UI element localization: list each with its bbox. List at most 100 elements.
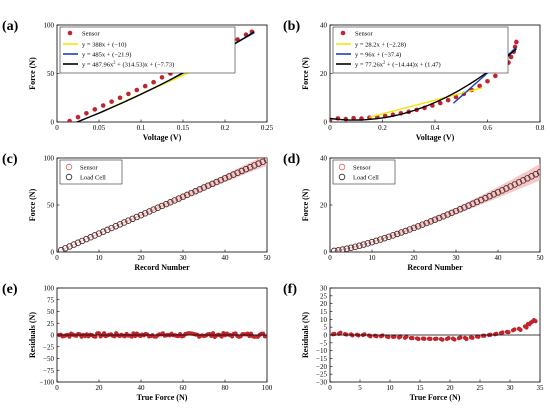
data-point (445, 97, 451, 103)
loadcell-point (91, 232, 99, 239)
legend-marker (338, 173, 346, 181)
data-point (453, 94, 459, 100)
data-point (514, 39, 519, 45)
loadcell-point (427, 218, 434, 225)
legend-label: y = 96x + (−37.4) (355, 52, 401, 59)
x-tick-label: 40 (138, 384, 146, 392)
x-tick-label: 0 (55, 124, 59, 132)
loadcell-point (482, 194, 489, 202)
x-tick-label: 20 (138, 254, 146, 262)
legend-label: Sensor (353, 165, 372, 172)
y-tick-label: −25 (43, 343, 54, 351)
loadcell-point (452, 207, 460, 215)
residual-point (440, 337, 445, 342)
residual-point (506, 330, 511, 335)
loadcell-point (179, 193, 187, 200)
loadcell-point (234, 169, 241, 176)
loadcell-point (104, 226, 111, 234)
y-tick-label: 75 (47, 296, 55, 304)
loadcell-point (347, 244, 355, 251)
y-tick-label: 100 (44, 22, 55, 30)
loadcell-point (415, 223, 422, 230)
y-tick-label: 50 (47, 202, 55, 210)
x-tick-label: 0.1 (137, 124, 146, 132)
y-tick-label: −30 (316, 379, 327, 387)
panel-label: (f) (283, 282, 297, 297)
y-tick-label: 100 (44, 155, 55, 163)
panel-label: (e) (2, 282, 18, 297)
residual-point (482, 333, 487, 338)
x-tick-label: 0.6 (483, 124, 492, 132)
x-tick-label: 0 (55, 384, 59, 392)
residual-point (129, 334, 134, 339)
x-tick-label: 20 (411, 254, 419, 262)
y-tick-label: 20 (320, 202, 328, 210)
loadcell-point (247, 164, 254, 171)
loadcell-point (146, 208, 153, 215)
y-axis-label: Force (N) (301, 57, 310, 90)
data-point (67, 118, 72, 122)
panel-label: (d) (283, 152, 300, 167)
loadcell-point (352, 243, 359, 250)
data-point (485, 78, 490, 84)
loadcell-point (478, 196, 485, 204)
y-axis-label: Force (N) (28, 188, 37, 221)
x-tick-label: 0 (328, 254, 332, 262)
loadcell-point (251, 162, 258, 169)
legend-label: y = 388x + (−10) (82, 42, 127, 49)
legend: Sensor y = 28.2x + (−2.28) y = 96x + (−37.… (332, 26, 509, 74)
x-tick-label: 30 (180, 254, 188, 262)
loadcell-point (356, 242, 363, 249)
x-tick-label: 30 (507, 384, 515, 392)
loadcell-point (125, 217, 132, 224)
residual-point (524, 325, 529, 330)
loadcell-point (167, 199, 174, 206)
data-point (159, 75, 165, 80)
data-point (117, 95, 123, 101)
residual-point (404, 334, 409, 339)
x-tick-label: 0 (328, 124, 332, 132)
fit-line-3 (330, 48, 517, 121)
loadcell-point (536, 168, 540, 176)
loadcell-point (217, 176, 225, 184)
residual-point (434, 336, 439, 341)
legend-label: y = 485x + (−21.9) (82, 52, 131, 59)
x-tick-label: 5 (358, 384, 362, 392)
loadcell-point (360, 241, 367, 248)
y-axis-label: Force (N) (28, 57, 37, 90)
loadcell-point (381, 234, 388, 242)
data-point (142, 83, 148, 89)
y-tick-label: −15 (316, 355, 327, 363)
loadcell-point (184, 191, 191, 199)
loadcell-point (448, 209, 455, 216)
loadcell-point (221, 175, 229, 182)
y-tick-label: 50 (47, 70, 55, 78)
legend-label: Load Cell (353, 175, 379, 182)
legend: Sensor Load Cell (59, 159, 123, 185)
x-tick-label: 0.05 (93, 124, 106, 132)
residual-point (410, 335, 415, 341)
x-tick-label: 40 (495, 254, 503, 262)
loadcell-point (490, 191, 497, 198)
residual-point (446, 336, 451, 341)
legend-label: y = 28.2x + (−2.28) (355, 42, 406, 49)
x-axis-label: Record Number (407, 263, 463, 272)
loadcell-point (112, 222, 120, 230)
loadcell-point (457, 206, 464, 213)
legend: Sensor y = 388x + (−10) y = 485x + (−21.9)… (59, 26, 236, 74)
fit-line-1 (369, 87, 483, 118)
loadcell-point (385, 233, 392, 240)
plot-area (330, 39, 519, 122)
y-tick-label: 0 (324, 332, 328, 340)
x-tick-label: 60 (180, 384, 188, 392)
x-tick-label: 10 (96, 254, 104, 262)
x-tick-label: 0.2 (378, 124, 387, 132)
data-point (493, 73, 498, 79)
loadcell-point (83, 235, 90, 243)
plot-area (331, 163, 540, 252)
loadcell-point (389, 232, 397, 239)
residual-point (392, 334, 397, 339)
x-tick-label: 20 (447, 384, 455, 392)
y-tick-label: −5 (320, 339, 328, 347)
residual-point (210, 331, 216, 336)
